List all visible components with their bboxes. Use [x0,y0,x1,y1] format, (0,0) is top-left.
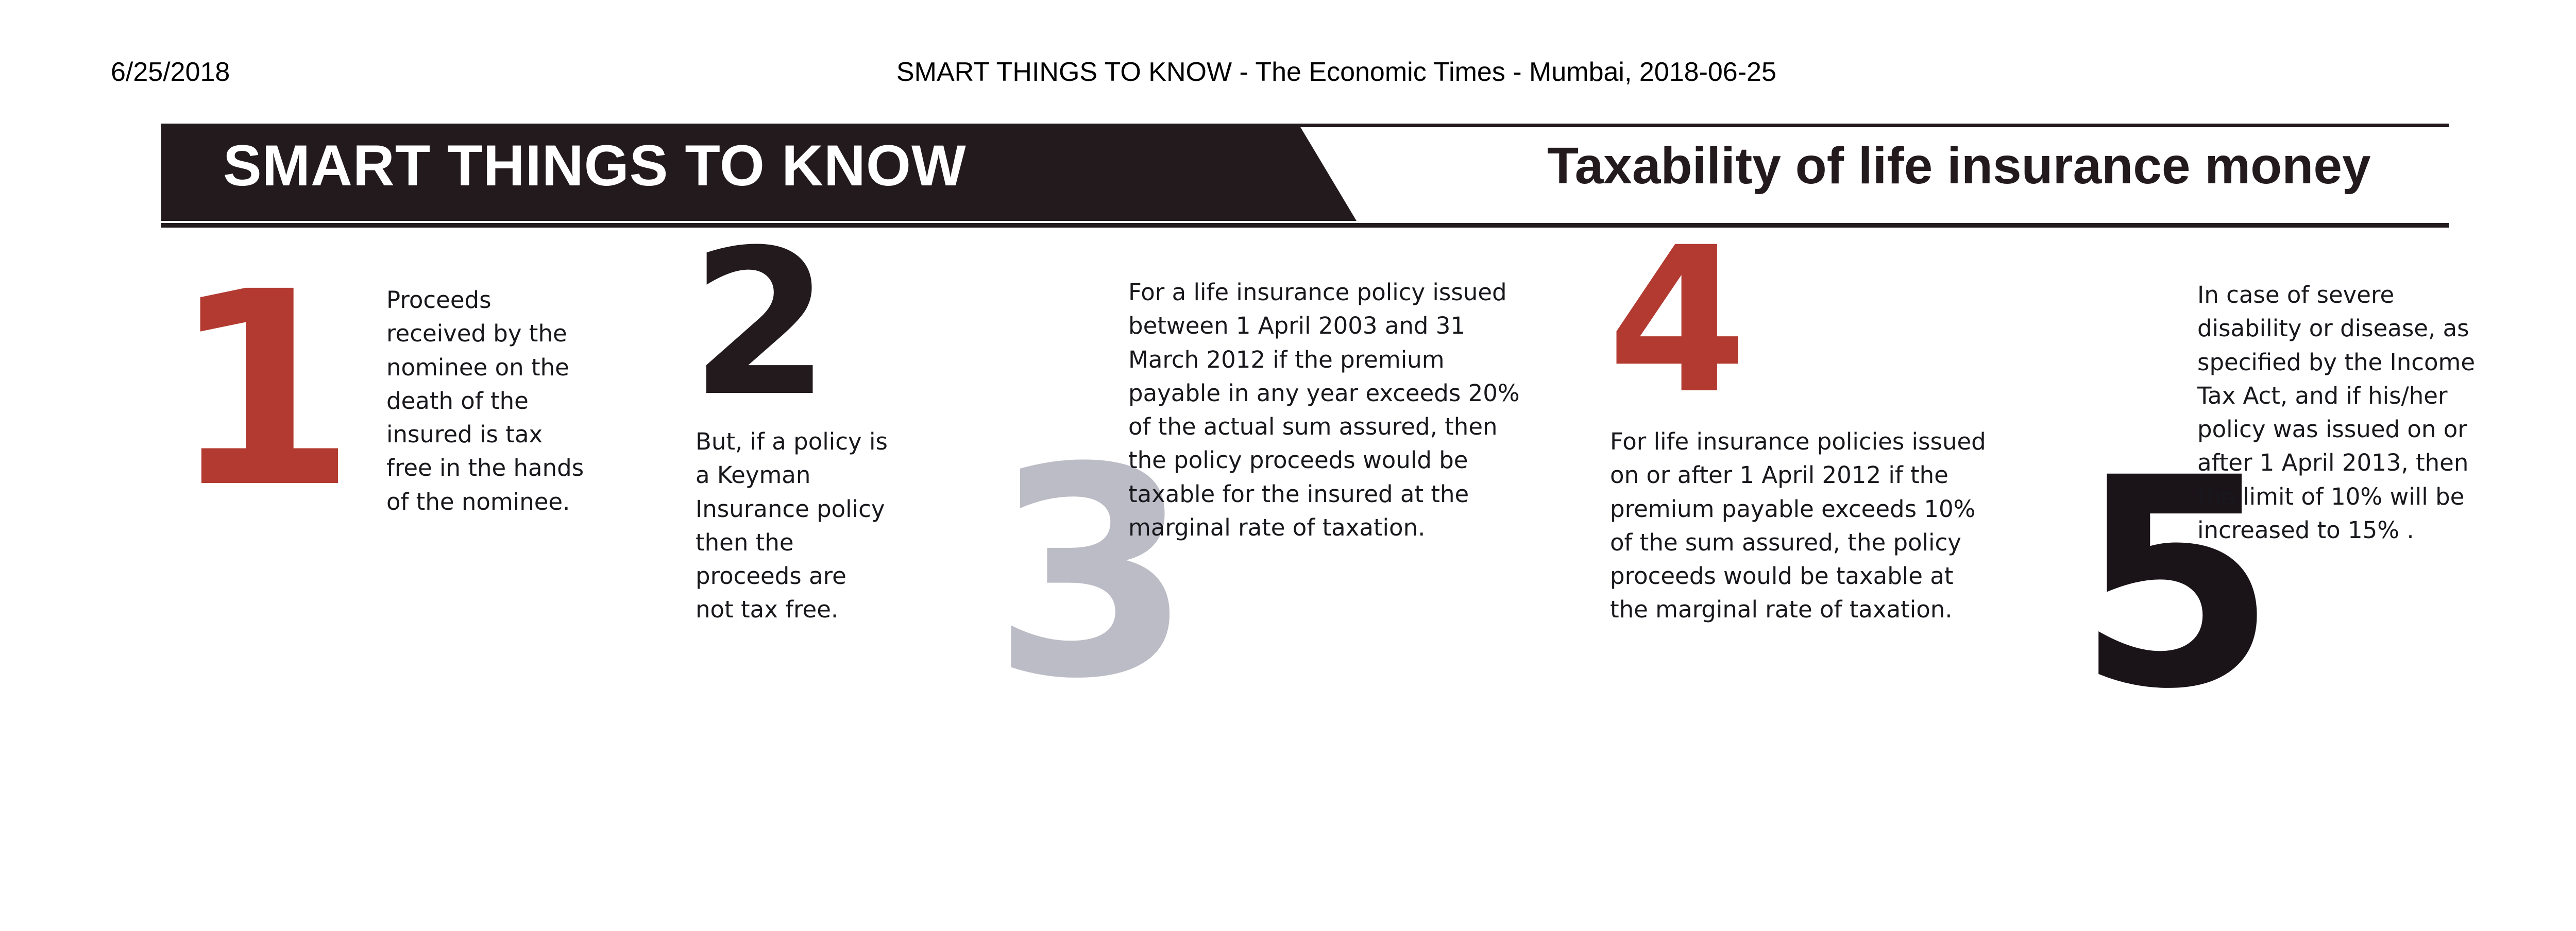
print-page-title: SMART THINGS TO KNOW - The Economic Time… [896,57,1776,87]
masthead-kicker: SMART THINGS TO KNOW [223,133,967,198]
print-date: 6/25/2018 [111,57,230,87]
point-text-4: For life insurance policies issued on or… [1610,428,1986,624]
point-text-2: But, if a policy is a Keyman Insurance p… [696,428,888,624]
masthead-bottom-rule [161,223,2449,228]
point-text-1: Proceeds received by the nominee on the … [386,286,584,515]
point-numeral-1: 1 [170,234,357,546]
point-numeral-3: 3 [992,406,1193,742]
masthead: SMART THINGS TO KNOW Taxability of life … [161,117,2449,231]
point-numeral-5: 5 [2076,417,2277,752]
masthead-top-rule [161,124,2449,127]
point-numeral-2: 2 [690,206,830,440]
masthead-black-block [161,126,1357,221]
masthead-headline: Taxability of life insurance money [1547,137,2371,195]
points-list: 1 Proceeds received by the nominee on th… [0,204,2576,834]
print-header: 6/25/2018 SMART THINGS TO KNOW - The Eco… [0,57,2576,98]
point-text-3: For a life insurance policy issued betwe… [1128,279,1520,541]
point-text-5: In case of severe disability or disease,… [2197,281,2476,544]
point-numeral-4: 4 [1607,204,1747,438]
